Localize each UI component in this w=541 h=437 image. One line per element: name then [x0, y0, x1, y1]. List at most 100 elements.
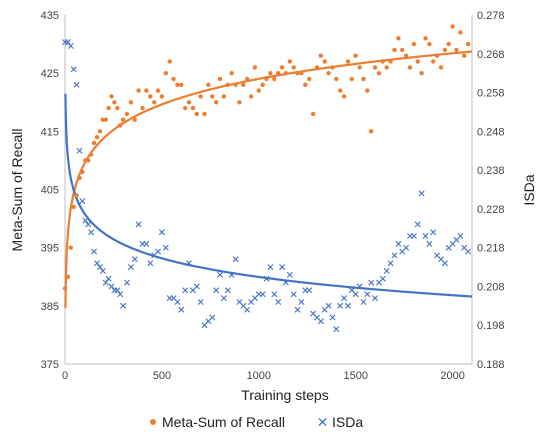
data-point-meta-sum-of-recall	[419, 71, 424, 76]
data-point-meta-sum-of-recall	[152, 100, 157, 105]
data-point-isda	[294, 306, 301, 313]
data-point-meta-sum-of-recall	[357, 65, 362, 70]
data-point-meta-sum-of-recall	[299, 71, 304, 76]
data-point-meta-sum-of-recall	[283, 71, 289, 76]
data-point-isda	[124, 279, 130, 286]
data-point-isda	[64, 39, 71, 46]
data-point-isda	[465, 248, 472, 255]
data-point-isda	[158, 229, 165, 236]
data-point-isda	[94, 260, 100, 267]
data-point-isda	[224, 287, 231, 294]
data-point-isda	[279, 264, 286, 271]
data-point-isda	[426, 240, 433, 247]
y-left-tick-label: 405	[41, 185, 59, 197]
data-point-meta-sum-of-recall	[403, 53, 409, 58]
data-point-meta-sum-of-recall	[341, 94, 347, 99]
data-point-meta-sum-of-recall	[71, 204, 76, 210]
y-right-tick-label: 0.228	[477, 204, 505, 216]
data-point-isda	[178, 306, 185, 313]
data-point-isda	[82, 217, 89, 224]
data-point-meta-sum-of-recall	[450, 24, 455, 29]
data-point-meta-sum-of-recall	[330, 65, 335, 70]
y-axis-right-title: ISDa	[521, 174, 537, 205]
data-point-isda	[186, 260, 192, 267]
data-point-isda	[143, 240, 150, 247]
x-tick-label: 0	[62, 370, 68, 382]
y-right-tick-label: 0.248	[477, 126, 505, 138]
data-point-meta-sum-of-recall	[279, 65, 285, 70]
data-point-isda	[379, 275, 386, 282]
data-point-meta-sum-of-recall	[365, 88, 370, 93]
data-point-meta-sum-of-recall	[186, 100, 192, 105]
data-point-meta-sum-of-recall	[400, 47, 405, 53]
data-point-meta-sum-of-recall	[442, 47, 448, 53]
data-point-isda	[337, 302, 344, 309]
data-point-isda	[259, 291, 266, 298]
data-point-meta-sum-of-recall	[384, 65, 389, 70]
data-point-meta-sum-of-recall	[225, 82, 230, 88]
data-point-isda	[387, 260, 394, 267]
data-point-meta-sum-of-recall	[295, 71, 300, 76]
data-point-meta-sum-of-recall	[334, 76, 339, 82]
data-point-meta-sum-of-recall	[89, 152, 94, 157]
data-point-meta-sum-of-recall	[388, 59, 393, 64]
y-right-tick-label: 0.218	[477, 243, 505, 255]
data-point-meta-sum-of-recall	[326, 71, 331, 76]
data-point-meta-sum-of-recall	[380, 59, 385, 64]
data-point-isda	[99, 267, 106, 274]
data-point-meta-sum-of-recall	[446, 41, 451, 47]
data-point-meta-sum-of-recall	[233, 82, 238, 88]
data-point-isda	[131, 256, 138, 263]
data-point-isda	[298, 299, 305, 305]
data-point-meta-sum-of-recall	[427, 41, 432, 47]
data-point-meta-sum-of-recall	[217, 76, 223, 82]
data-point-isda	[70, 66, 77, 73]
data-point-isda	[383, 267, 390, 274]
data-point-meta-sum-of-recall	[109, 94, 114, 99]
trendline-isda	[64, 93, 473, 298]
data-point-isda	[232, 256, 239, 263]
data-point-isda	[182, 287, 189, 294]
data-point-meta-sum-of-recall	[431, 59, 436, 64]
data-point-meta-sum-of-recall	[140, 105, 145, 111]
points-layer	[62, 24, 472, 333]
data-point-isda	[372, 295, 379, 302]
data-point-meta-sum-of-recall	[132, 117, 137, 122]
y-left-tick-label: 415	[41, 126, 59, 138]
y-right-tick-label: 0.208	[477, 281, 505, 293]
data-point-isda	[244, 306, 251, 313]
data-point-isda	[85, 221, 92, 228]
data-point-isda	[356, 283, 363, 290]
data-point-meta-sum-of-recall	[80, 169, 85, 175]
x-tick-label: 1500	[343, 370, 367, 382]
data-point-isda	[267, 264, 274, 271]
data-point-isda	[88, 229, 95, 236]
y-right-tick-label: 0.198	[477, 320, 505, 332]
data-point-isda	[147, 260, 154, 267]
y-left-tick-label: 375	[41, 359, 59, 371]
data-point-isda	[197, 299, 204, 305]
data-point-isda	[325, 302, 332, 309]
y-left-tick-label: 395	[41, 243, 59, 255]
data-point-isda	[263, 275, 270, 282]
data-point-isda	[410, 233, 417, 239]
data-point-meta-sum-of-recall	[171, 76, 176, 82]
data-point-meta-sum-of-recall	[318, 53, 323, 58]
data-point-meta-sum-of-recall	[303, 82, 308, 88]
legend-marker-meta-sum-of-recall	[150, 419, 156, 425]
data-point-meta-sum-of-recall	[86, 158, 91, 163]
data-point-meta-sum-of-recall	[206, 82, 211, 88]
data-point-meta-sum-of-recall	[210, 94, 215, 99]
data-point-isda	[162, 244, 169, 251]
y-left-tick-label: 385	[41, 301, 59, 313]
data-point-meta-sum-of-recall	[268, 71, 273, 76]
data-point-isda	[91, 248, 98, 255]
data-point-isda	[368, 279, 375, 286]
data-point-meta-sum-of-recall	[264, 76, 269, 82]
data-point-meta-sum-of-recall	[396, 36, 401, 41]
data-point-meta-sum-of-recall	[376, 71, 382, 76]
data-point-meta-sum-of-recall	[148, 94, 153, 99]
data-point-isda	[108, 283, 115, 290]
data-point-isda	[96, 264, 103, 271]
